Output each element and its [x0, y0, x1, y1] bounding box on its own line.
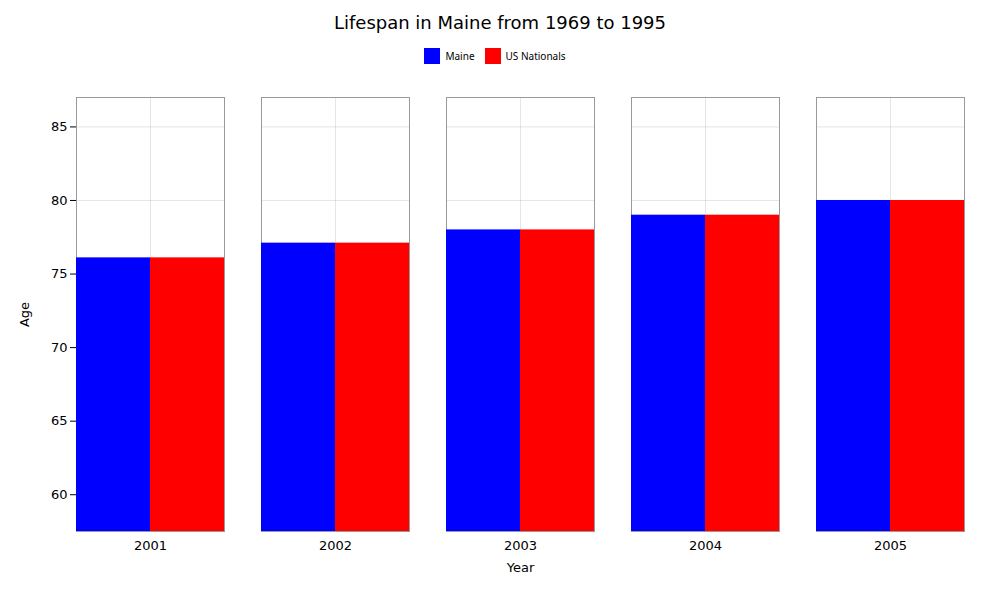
svg-text:2005: 2005: [874, 538, 907, 553]
svg-text:Age: Age: [17, 302, 32, 327]
svg-text:2002: 2002: [319, 538, 352, 553]
svg-text:75: 75: [51, 266, 68, 281]
html-text:Maine: Maine: [445, 48, 475, 63]
html-text:Lifespan in Maine from 1969 to: Lifespan in Maine from 1969 to 1995: [334, 12, 666, 33]
html-text:US Nationals: US Nationals: [505, 48, 566, 63]
svg-text:2001: 2001: [134, 538, 167, 553]
svg-text:85: 85: [51, 119, 68, 134]
svg-text:2003: 2003: [504, 538, 537, 553]
svg-text:2004: 2004: [689, 538, 722, 553]
svg-text:65: 65: [51, 413, 68, 428]
svg-text:80: 80: [51, 193, 68, 208]
svg-text:70: 70: [51, 340, 68, 355]
svg-text:Year: Year: [506, 560, 535, 575]
svg-text:60: 60: [51, 487, 68, 502]
